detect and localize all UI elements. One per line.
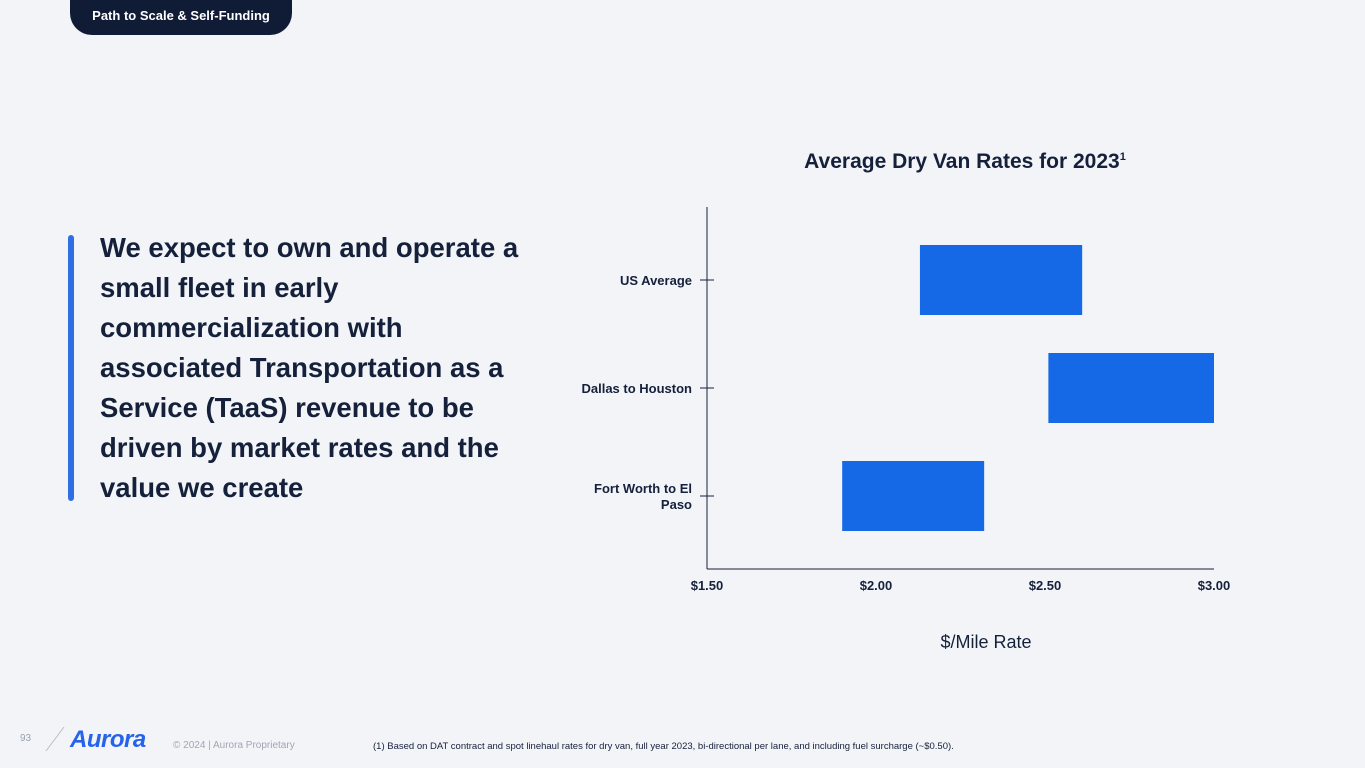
x-axis-label: $/Mile Rate — [940, 632, 1032, 652]
quote-accent-bar — [68, 235, 74, 501]
section-tab-label: Path to Scale & Self-Funding — [92, 8, 270, 23]
bar-3 — [842, 461, 985, 531]
bar-1 — [919, 245, 1083, 315]
aurora-logo: Aurora — [70, 726, 146, 753]
chart-title: Average Dry Van Rates for 20231 — [700, 150, 1230, 174]
y-tick-label-2: Dallas to Houston — [581, 381, 692, 396]
chart-title-text: Average Dry Van Rates for 2023 — [804, 150, 1120, 173]
page-number: 93 — [20, 733, 32, 744]
y-tick-label-1: US Average — [620, 273, 692, 288]
x-tick-label-3: $2.50 — [1029, 578, 1062, 593]
x-tick-label-4: $3.00 — [1198, 578, 1231, 593]
bar-2 — [1048, 353, 1214, 423]
copyright: © 2024 | Aurora Proprietary — [173, 740, 295, 751]
divider-slash-icon — [45, 726, 65, 752]
x-tick-label-2: $2.00 — [860, 578, 893, 593]
y-tick-label-3: Fort Worth to El Paso — [594, 481, 692, 512]
headline: We expect to own and operate a small fle… — [100, 232, 519, 503]
footnote: (1) Based on DAT contract and spot lineh… — [373, 741, 954, 752]
section-tab: Path to Scale & Self-Funding — [70, 0, 292, 35]
chart-title-footnote-mark: 1 — [1119, 151, 1126, 163]
x-tick-label-1: $1.50 — [691, 578, 724, 593]
